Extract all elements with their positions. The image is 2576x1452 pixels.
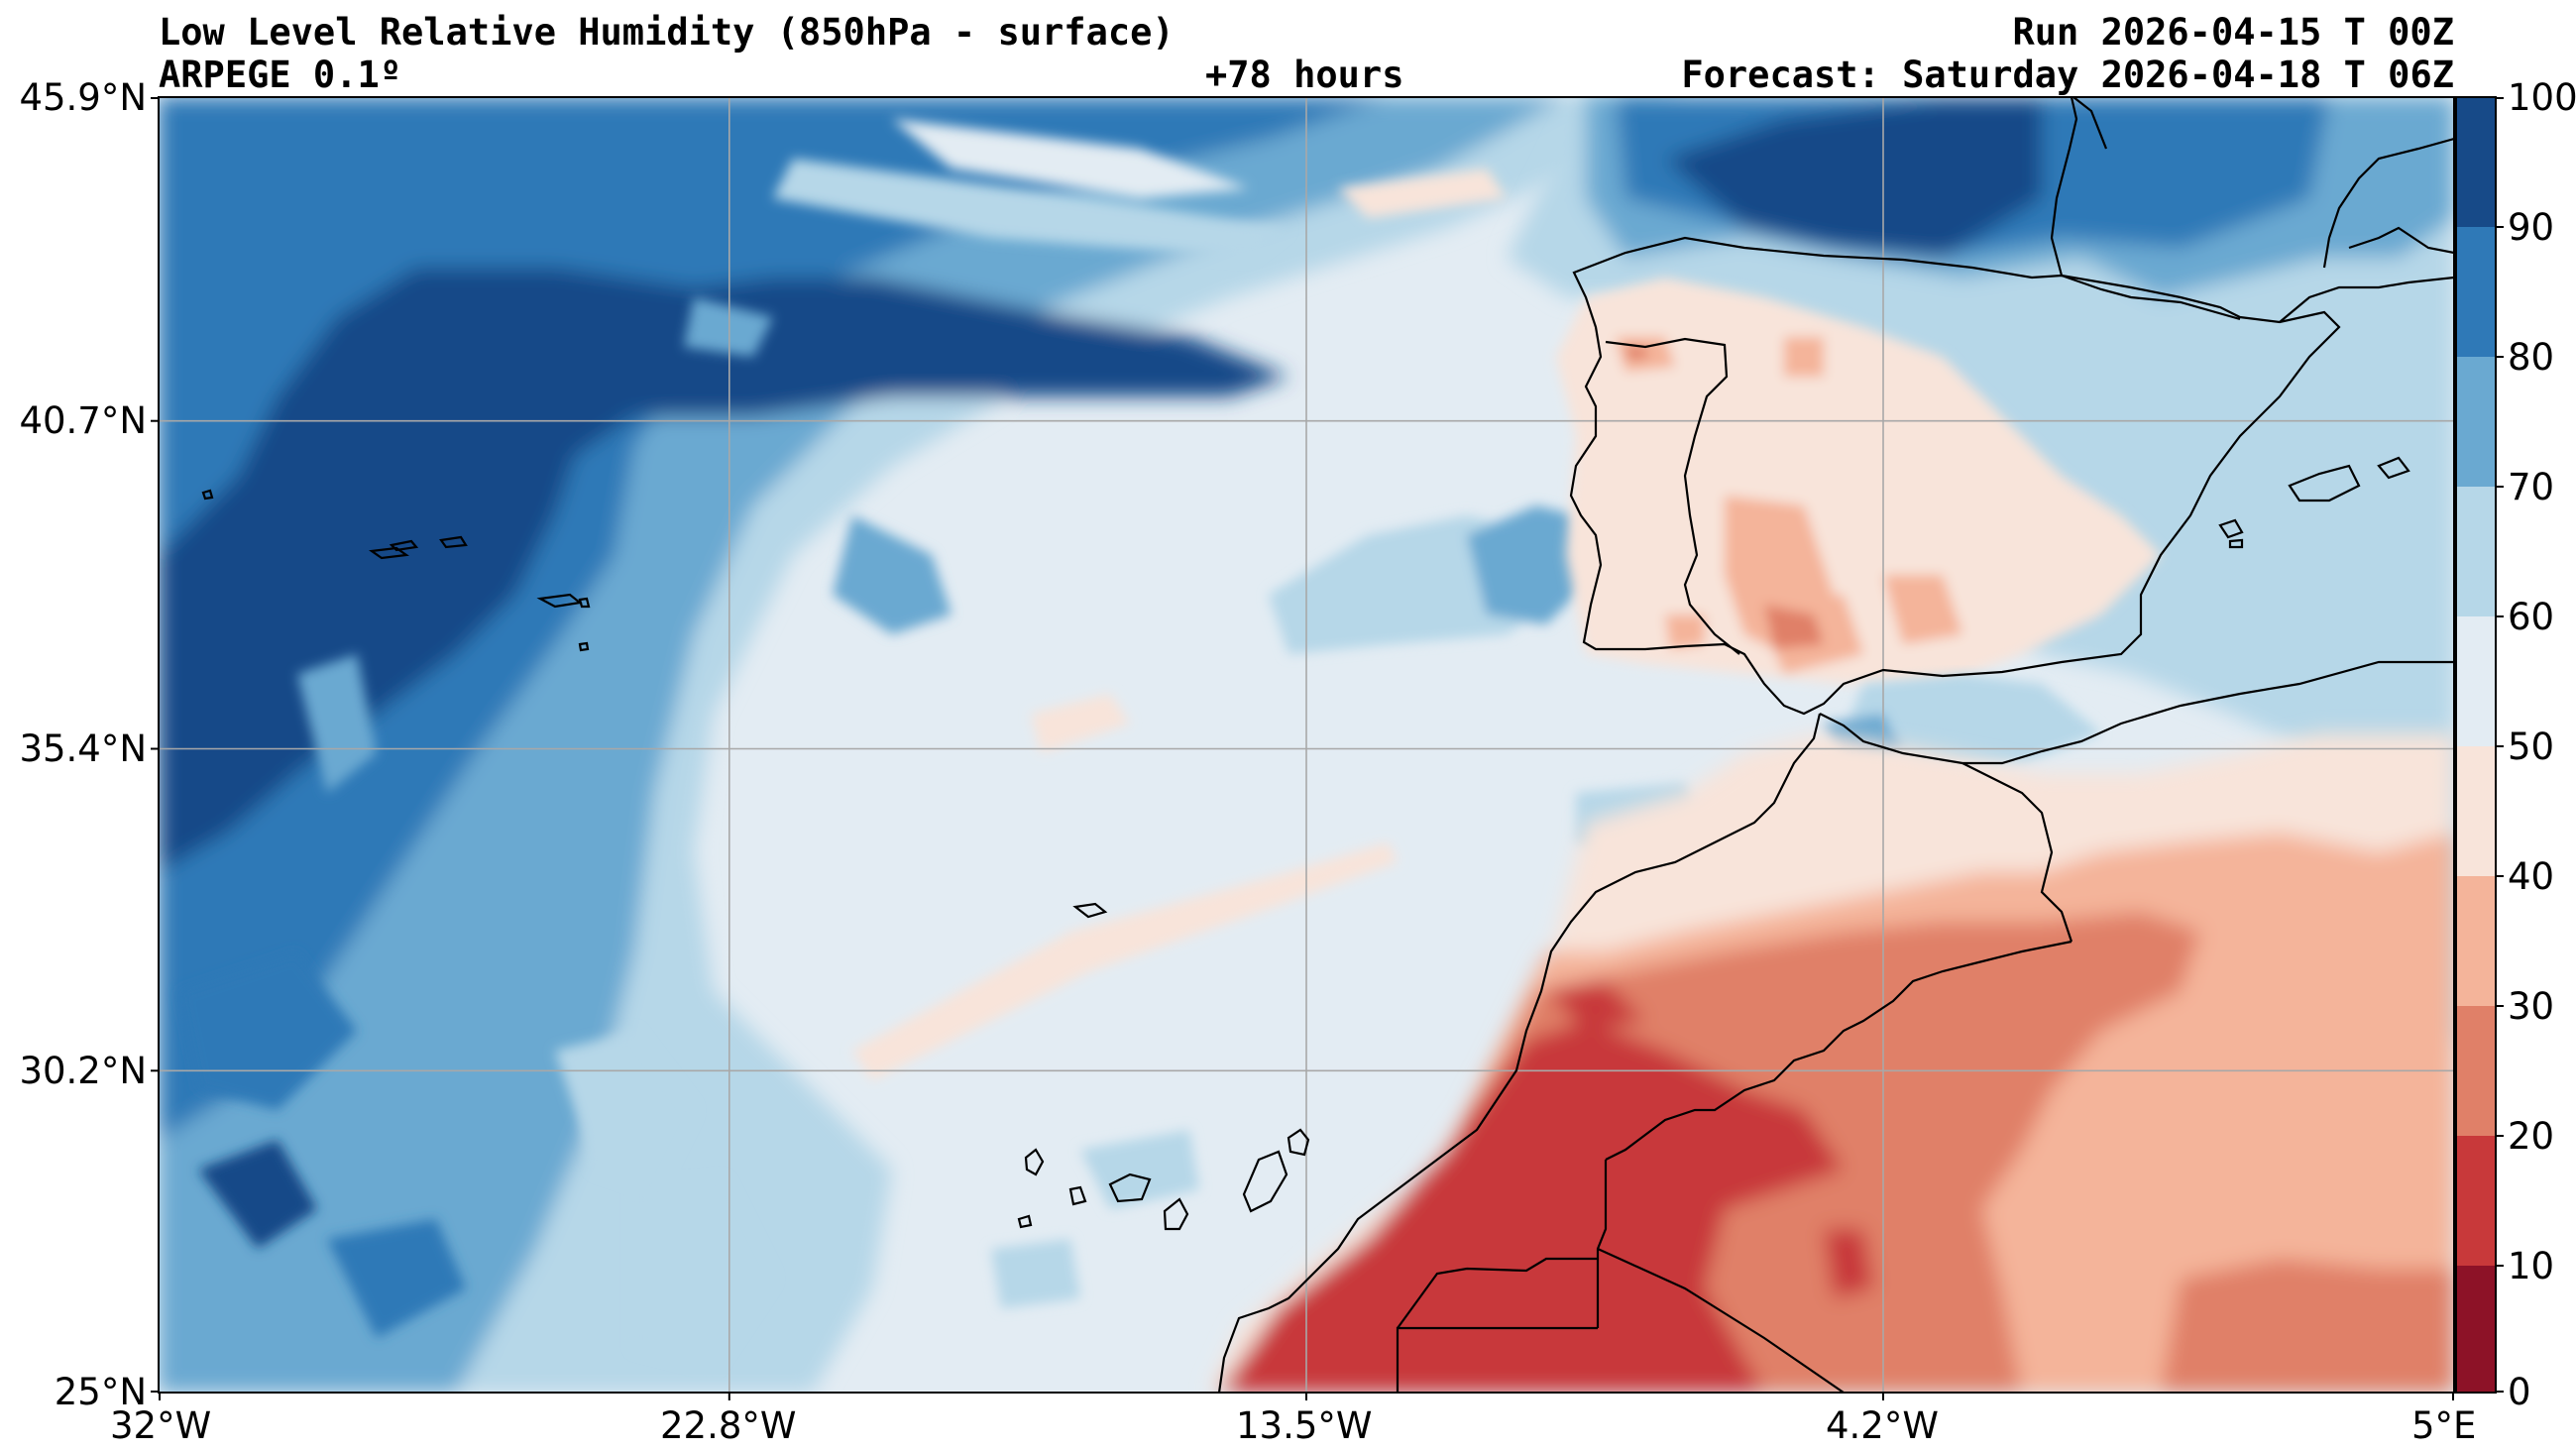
lat-label-40-7n: 40.7°N bbox=[19, 399, 147, 442]
colorbar-label-20: 20 bbox=[2508, 1115, 2555, 1158]
axis-ticks bbox=[151, 97, 2454, 1400]
lat-label-30-2n: 30.2°N bbox=[19, 1050, 147, 1092]
colorbar-label-90: 90 bbox=[2508, 206, 2555, 249]
colorbar-band-60-70 bbox=[2456, 487, 2496, 616]
colorbar-band-70-80 bbox=[2456, 357, 2496, 487]
colorbar-label-70: 70 bbox=[2508, 466, 2555, 508]
colorbar-label-100: 100 bbox=[2508, 76, 2576, 119]
lon-label-13-5w: 13.5°W bbox=[1236, 1404, 1373, 1447]
colorbar-band-50-60 bbox=[2456, 616, 2496, 746]
coastlines bbox=[201, 97, 2454, 1393]
colorbar-band-0-10 bbox=[2456, 1266, 2496, 1393]
lat-label-35-4n: 35.4°N bbox=[19, 727, 147, 770]
lead-time: +78 hours bbox=[1205, 54, 1404, 96]
forecast-time: Forecast: Saturday 2026-04-18 T 06Z bbox=[1681, 54, 2454, 96]
chart-title: Low Level Relative Humidity (850hPa - su… bbox=[159, 11, 1175, 54]
lon-label-5e: 5°E bbox=[2411, 1404, 2477, 1447]
colorbar-label-0: 0 bbox=[2508, 1371, 2531, 1413]
map-gridlines bbox=[159, 97, 2454, 1393]
colorbar-band-20-30 bbox=[2456, 1006, 2496, 1136]
colorbar-band-90-100 bbox=[2456, 97, 2496, 227]
lon-label-32w: 32°W bbox=[110, 1404, 212, 1447]
colorbar-label-50: 50 bbox=[2508, 726, 2555, 768]
colorbar-label-80: 80 bbox=[2508, 336, 2555, 379]
run-time: Run 2026-04-15 T 00Z bbox=[2012, 11, 2454, 54]
lat-label-45-9n: 45.9°N bbox=[19, 76, 147, 119]
colorbar-label-30: 30 bbox=[2508, 985, 2555, 1028]
model-name: ARPEGE 0.1º bbox=[159, 54, 402, 96]
lat-label-25n: 25°N bbox=[54, 1371, 147, 1413]
colorbar-label-40: 40 bbox=[2508, 855, 2555, 898]
colorbar-band-40-50 bbox=[2456, 746, 2496, 876]
lon-label-22-8w: 22.8°W bbox=[660, 1404, 797, 1447]
colorbar-label-60: 60 bbox=[2508, 596, 2555, 638]
colorbar-band-10-20 bbox=[2456, 1136, 2496, 1266]
colorbar-label-10: 10 bbox=[2508, 1245, 2555, 1287]
lon-label-4-2w: 4.2°W bbox=[1826, 1404, 1939, 1447]
colorbar-band-80-90 bbox=[2456, 227, 2496, 357]
colorbar bbox=[2455, 96, 2504, 1394]
colorbar-band-30-40 bbox=[2456, 876, 2496, 1006]
